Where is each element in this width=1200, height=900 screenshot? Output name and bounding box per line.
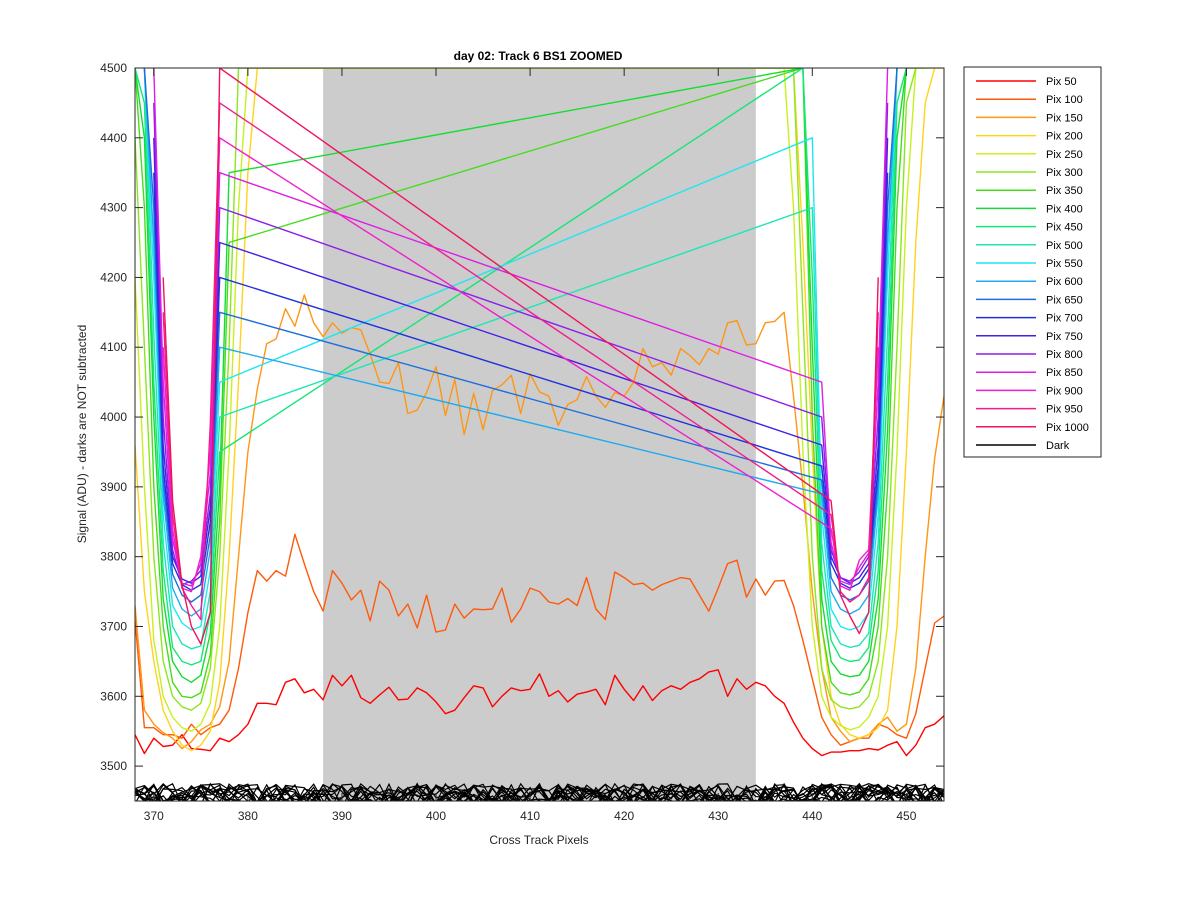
x-tick-label: 410 bbox=[520, 809, 540, 823]
legend-label: Pix 650 bbox=[1046, 294, 1083, 306]
series-line-pix-500 bbox=[143, 68, 898, 650]
y-tick-label: 4400 bbox=[100, 131, 127, 145]
series-line-dark bbox=[135, 782, 944, 801]
series-line-pix-1000 bbox=[162, 68, 879, 645]
legend-label: Pix 350 bbox=[1046, 185, 1083, 197]
series-line-pix-800 bbox=[153, 102, 889, 586]
y-tick-label: 3800 bbox=[100, 550, 127, 564]
series-line-pix-250 bbox=[135, 68, 935, 732]
x-tick-label: 400 bbox=[426, 809, 446, 823]
series-line-pix-200 bbox=[135, 68, 944, 752]
legend: Pix 50 Pix 100 Pix 150 Pix 200 Pix 250 Pix 30… bbox=[963, 66, 1102, 458]
y-tick-label: 3500 bbox=[100, 759, 127, 773]
legend-label: Pix 100 bbox=[1046, 94, 1083, 106]
series-line-dark bbox=[187, 782, 929, 801]
x-tick-label: 380 bbox=[238, 809, 258, 823]
legend-label: Pix 450 bbox=[1046, 222, 1083, 234]
legend-label: Pix 900 bbox=[1046, 385, 1083, 397]
series-line-dark bbox=[135, 782, 944, 801]
y-tick-label: 4000 bbox=[100, 410, 127, 424]
legend-label: Pix 50 bbox=[1046, 76, 1077, 88]
axis-ticks: 370 380 390 400 410 420 430 440 450 3500 3600 3700 3… bbox=[100, 61, 944, 823]
series-line-pix-100 bbox=[135, 533, 944, 746]
series-line-pix-400 bbox=[135, 68, 908, 683]
legend-label: Pix 150 bbox=[1046, 112, 1083, 124]
legend-box bbox=[963, 66, 1102, 458]
series-line-pix-450 bbox=[135, 68, 908, 666]
plot-frame bbox=[134, 67, 945, 802]
legend-label: Pix 700 bbox=[1046, 313, 1083, 325]
legend-label: Pix 200 bbox=[1046, 131, 1083, 143]
x-tick-label: 440 bbox=[802, 809, 822, 823]
series-line-pix-50 bbox=[135, 669, 944, 757]
y-tick-label: 4500 bbox=[100, 61, 127, 75]
series-line-pix-300 bbox=[135, 68, 926, 711]
series-line-pix-700 bbox=[153, 172, 889, 591]
x-tick-label: 370 bbox=[144, 809, 164, 823]
series-line-dark bbox=[135, 782, 944, 801]
legend-label: Pix 250 bbox=[1046, 149, 1083, 161]
legend-label: Pix 600 bbox=[1046, 276, 1083, 288]
legend-label: Pix 800 bbox=[1046, 349, 1083, 361]
legend-label: Pix 550 bbox=[1046, 258, 1083, 270]
legend-label: Pix 950 bbox=[1046, 404, 1083, 416]
legend-label: Pix 500 bbox=[1046, 240, 1083, 252]
series-layer bbox=[135, 68, 944, 801]
y-tick-label: 4100 bbox=[100, 340, 127, 354]
legend-label: Pix 300 bbox=[1046, 167, 1083, 179]
x-tick-label: 430 bbox=[708, 809, 728, 823]
y-tick-label: 4200 bbox=[100, 270, 127, 284]
shaded-region bbox=[323, 68, 756, 801]
x-tick-label: 450 bbox=[896, 809, 916, 823]
y-tick-label: 3700 bbox=[100, 619, 127, 633]
legend-label: Pix 400 bbox=[1046, 203, 1083, 215]
y-tick-label: 4300 bbox=[100, 201, 127, 215]
y-tick-label: 3900 bbox=[100, 480, 127, 494]
series-line-dark bbox=[135, 782, 943, 801]
legend-label: Pix 850 bbox=[1046, 367, 1083, 379]
x-tick-label: 390 bbox=[332, 809, 352, 823]
x-axis-label: Cross Track Pixels bbox=[489, 833, 588, 847]
series-line-dark bbox=[144, 782, 944, 801]
legend-label: Pix 750 bbox=[1046, 331, 1083, 343]
legend-label: Pix 1000 bbox=[1046, 422, 1089, 434]
legend-label: Dark bbox=[1046, 440, 1070, 452]
x-tick-label: 420 bbox=[614, 809, 634, 823]
series-line-pix-350 bbox=[135, 68, 916, 699]
series-line-dark bbox=[135, 782, 944, 801]
chart-title: day 02: Track 6 BS1 ZOOMED bbox=[454, 49, 623, 63]
y-tick-label: 3600 bbox=[100, 689, 127, 703]
y-axis-label: Signal (ADU) - darks are NOT subtracted bbox=[75, 325, 89, 544]
series-line-dark bbox=[154, 783, 944, 801]
